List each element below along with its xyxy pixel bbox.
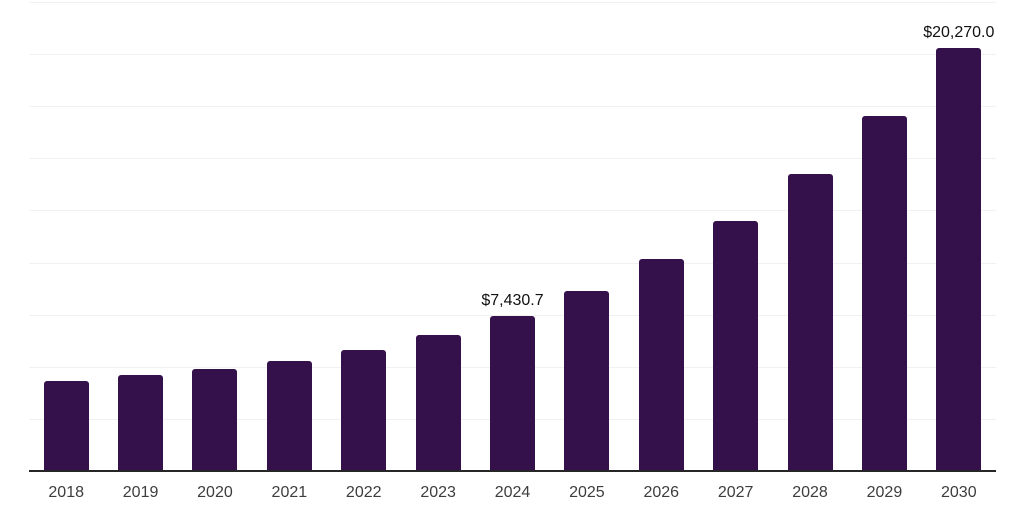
x-axis-label: 2028: [792, 484, 828, 501]
gridline: [29, 210, 996, 211]
data-label-2030: $20,270.0: [923, 24, 995, 42]
gridline: [29, 54, 996, 55]
bar-2024: [490, 316, 535, 471]
bar-2030: [936, 48, 982, 471]
bar-2018: [43, 381, 89, 471]
x-axis-label: 2029: [866, 484, 903, 501]
bar-2020: [192, 368, 238, 471]
bar-2021: [266, 361, 312, 471]
bar-2023: [415, 335, 461, 471]
x-axis-label: 2025: [569, 484, 605, 501]
x-axis-label: 2019: [122, 484, 159, 501]
x-axis-label: 2030: [941, 484, 977, 501]
data-label-2024: $7,430.7: [481, 292, 544, 310]
gridline: [29, 315, 996, 316]
x-axis-line: [29, 470, 996, 472]
bar-2025: [564, 291, 610, 471]
bar-2026: [638, 259, 684, 471]
x-axis-label: 2018: [48, 484, 84, 501]
x-axis-label: 2024: [494, 484, 531, 501]
gridline: [29, 263, 996, 264]
bar-2029: [861, 115, 907, 471]
bar-2028: [787, 174, 833, 471]
x-axis-label: 2027: [717, 484, 754, 501]
bar-2019: [118, 375, 164, 471]
x-axis-label: 2023: [420, 484, 456, 501]
x-axis-label: 2022: [345, 484, 382, 501]
gridline: [29, 2, 996, 3]
x-axis-label: 2020: [197, 484, 233, 501]
x-axis-label: 2026: [643, 484, 680, 501]
bar-2022: [341, 350, 387, 471]
bar-2027: [713, 221, 759, 471]
gridline: [29, 106, 996, 107]
gridline: [29, 158, 996, 159]
x-axis-label: 2021: [271, 484, 308, 501]
